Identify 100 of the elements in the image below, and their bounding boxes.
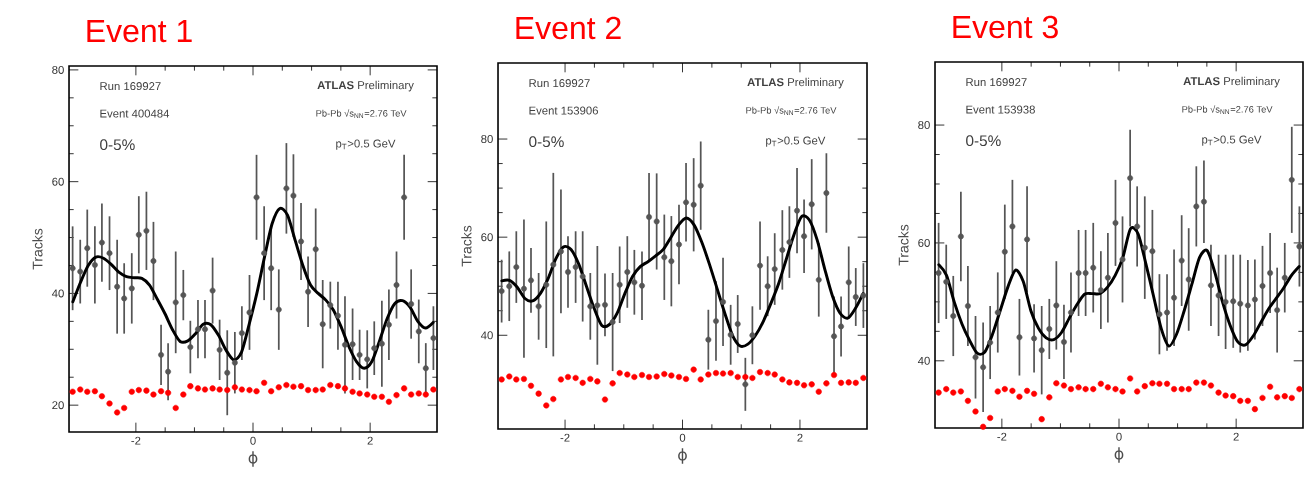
point <box>1046 326 1053 332</box>
point <box>1104 274 1111 281</box>
annotation: Event 153938 <box>966 105 1035 114</box>
point <box>305 288 312 295</box>
point <box>1251 296 1258 303</box>
point <box>572 264 579 271</box>
point <box>1024 236 1030 243</box>
point <box>158 351 164 358</box>
annotation: ATLAS Preliminary <box>1183 76 1280 88</box>
point <box>1244 397 1251 404</box>
point <box>201 386 209 393</box>
point <box>172 299 179 306</box>
point <box>808 381 815 388</box>
point <box>371 393 378 400</box>
point <box>385 398 392 405</box>
point <box>1090 386 1097 393</box>
point <box>1251 406 1258 413</box>
point <box>624 371 631 378</box>
annotation: Pb-Pb √s$_{NN}$=2.76 TeV <box>316 109 407 118</box>
point <box>749 374 756 382</box>
point <box>275 384 282 391</box>
point <box>364 391 371 398</box>
point <box>1230 298 1237 305</box>
point <box>1222 298 1229 305</box>
point <box>1001 386 1008 393</box>
point <box>209 287 216 294</box>
point <box>808 201 815 208</box>
point <box>935 270 942 276</box>
point <box>742 373 749 381</box>
point <box>364 356 371 363</box>
x-tick-label: 0 <box>679 433 686 442</box>
point <box>1009 223 1016 230</box>
point <box>1288 394 1295 401</box>
point <box>786 239 793 245</box>
annotation: ATLAS Preliminary <box>317 80 414 92</box>
point <box>1082 386 1089 393</box>
point <box>506 283 513 290</box>
point <box>238 386 245 393</box>
point <box>498 376 505 383</box>
point <box>194 385 202 392</box>
point <box>950 313 957 319</box>
point <box>815 276 822 283</box>
x-tick-label: -2 <box>131 436 141 445</box>
point <box>1156 380 1163 387</box>
point <box>1127 375 1134 382</box>
point <box>690 201 697 208</box>
point <box>1031 390 1038 397</box>
point <box>793 379 801 386</box>
point <box>794 207 800 214</box>
point <box>1185 276 1192 283</box>
point <box>779 376 786 383</box>
point <box>852 379 859 386</box>
point <box>290 192 297 199</box>
y-tick-label: 40 <box>917 356 930 365</box>
point <box>987 339 994 346</box>
point <box>1112 386 1119 393</box>
point <box>84 388 91 395</box>
point <box>609 380 616 387</box>
point <box>401 194 408 201</box>
point <box>705 336 712 343</box>
point <box>224 369 231 376</box>
point <box>1170 386 1178 393</box>
point <box>334 383 342 390</box>
point <box>1141 383 1148 390</box>
point <box>506 373 513 380</box>
y-tick-label: 80 <box>481 135 493 144</box>
y-axis-title: Tracks <box>32 228 43 270</box>
point <box>290 383 297 390</box>
point <box>1215 292 1222 299</box>
point <box>349 388 356 395</box>
annotation: Event 153906 <box>529 106 598 115</box>
point <box>1097 287 1104 294</box>
point <box>327 302 334 309</box>
point <box>1023 387 1031 394</box>
point <box>1193 379 1200 386</box>
point <box>1267 383 1274 390</box>
point <box>231 384 238 391</box>
point <box>1267 270 1274 276</box>
annotation: p$_{T}$>0.5 GeV <box>1202 135 1262 146</box>
point <box>690 366 697 373</box>
point <box>964 303 971 309</box>
point <box>1031 335 1038 342</box>
point <box>180 292 187 299</box>
point <box>727 369 734 377</box>
point <box>1053 380 1060 387</box>
annotation: Run 169927 <box>529 79 590 88</box>
point <box>165 389 172 396</box>
point <box>682 375 690 383</box>
point <box>631 373 638 381</box>
point <box>393 282 400 288</box>
point <box>1053 302 1060 309</box>
point <box>1104 384 1111 391</box>
point <box>172 404 179 412</box>
point <box>764 369 771 377</box>
x-tick-label: 2 <box>1233 432 1239 441</box>
annotation: 0-5% <box>529 136 564 148</box>
point <box>283 185 290 192</box>
y-tick-label: 80 <box>52 65 64 74</box>
point <box>1237 397 1244 404</box>
point <box>150 258 157 264</box>
